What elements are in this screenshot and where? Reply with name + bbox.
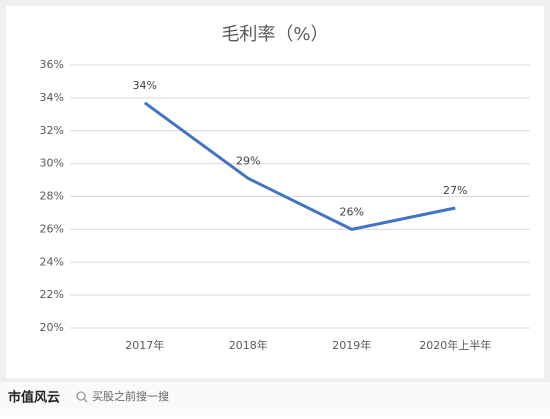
y-tick-label: 26% xyxy=(40,222,64,235)
search-icon xyxy=(76,391,86,401)
footer-background xyxy=(0,382,550,415)
y-tick-label: 24% xyxy=(40,255,64,268)
x-tick-label: 2017年 xyxy=(125,338,164,352)
data-label: 27% xyxy=(443,184,467,197)
y-tick-label: 36% xyxy=(40,58,64,71)
y-tick-label: 22% xyxy=(40,288,64,301)
chart-title: 毛利率（%） xyxy=(221,24,328,45)
data-label: 29% xyxy=(236,154,260,167)
y-tick-label: 34% xyxy=(40,91,64,104)
x-tick-label: 2020年上半年 xyxy=(419,338,491,352)
footer-brand: 市值风云 xyxy=(8,390,60,406)
data-label: 26% xyxy=(340,205,364,218)
y-tick-label: 32% xyxy=(40,124,64,137)
y-tick-label: 20% xyxy=(40,321,64,334)
line xyxy=(143,101,456,231)
x-tick-label: 2019年 xyxy=(332,338,371,352)
x-tick-label: 2018年 xyxy=(229,338,268,352)
footer-search[interactable]: 买股之前搜一搜 xyxy=(92,389,169,403)
y-tick-label: 30% xyxy=(40,157,64,170)
y-tick-label: 28% xyxy=(40,190,64,203)
data-label: 34% xyxy=(133,79,157,92)
search-icon-handle xyxy=(83,398,88,403)
